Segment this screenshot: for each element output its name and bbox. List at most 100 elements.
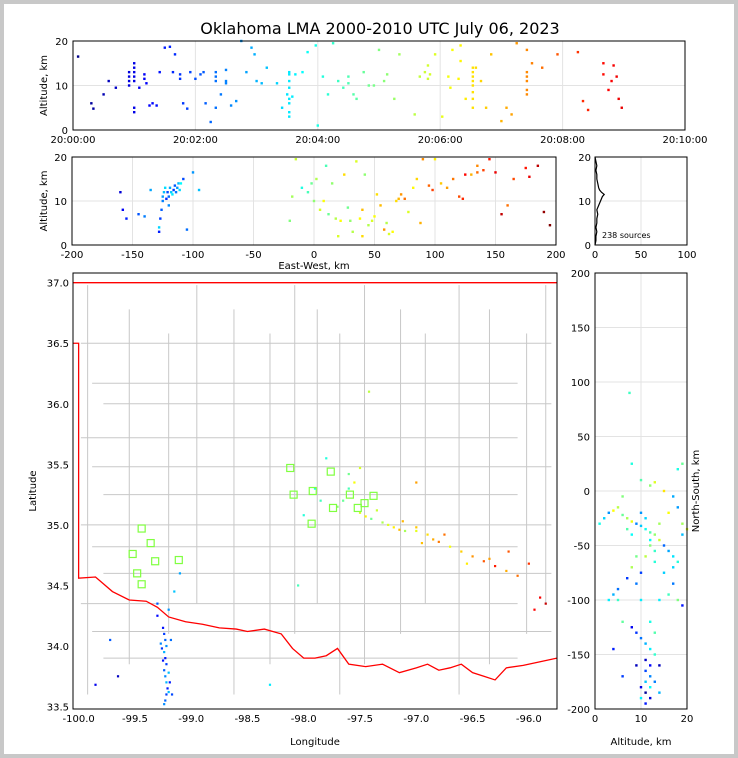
time-altitude-point (620, 106, 623, 109)
longitude-tick-label: -98.5 (235, 714, 261, 725)
longitude-tick-label: -96.5 (460, 714, 486, 725)
time-altitude-point (602, 62, 605, 65)
plan-view-point (432, 538, 435, 541)
altitude-ns-point (681, 604, 684, 607)
plan-view-point (163, 669, 166, 672)
time-altitude-point (418, 75, 421, 78)
time-altitude-point (355, 97, 358, 101)
altitude-ns-point (676, 506, 679, 509)
plan-view-point (170, 693, 174, 696)
lma-station-marker (137, 580, 146, 589)
plan-view-point (415, 481, 418, 484)
ew-altitude-point (494, 171, 497, 174)
time-altitude-point (471, 90, 475, 94)
time-altitude-point (347, 82, 350, 85)
ew-altitude-point (137, 213, 140, 216)
time-altitude-point (459, 44, 462, 47)
ew-altitude-point (358, 217, 362, 220)
ew-altitude-point (506, 204, 509, 207)
altitude-ns-point (649, 696, 652, 700)
lma-station-marker (174, 555, 183, 565)
plan-view-point (161, 659, 165, 662)
ew-altitude-point (310, 182, 313, 185)
time-altitude-point (288, 115, 291, 118)
ew-altitude-point (415, 177, 419, 181)
time-altitude-point (133, 66, 136, 69)
time-altitude-point (127, 84, 131, 87)
plan-view-point (109, 638, 112, 642)
plan-view-point (465, 562, 469, 565)
altitude-ns-point (667, 549, 670, 553)
altitude-tick-label: 20 (55, 37, 68, 48)
chart-title: Oklahoma LMA 2000-2010 UTC July 06, 2023 (200, 19, 559, 38)
time-altitude-point (224, 79, 228, 83)
ew-altitude-point (419, 221, 422, 225)
altitude-ns-point (635, 631, 638, 634)
plan-view-point (493, 564, 497, 568)
ew-altitude-point (433, 158, 437, 161)
longitude-tick-label: -96.0 (516, 714, 542, 725)
altitude-ns-point (681, 522, 684, 525)
time-altitude-point (479, 79, 483, 83)
ew-altitude-point (168, 186, 172, 189)
altitude-ns-point (653, 481, 656, 484)
time-altitude-point (471, 97, 475, 101)
ew-altitude-point (306, 191, 310, 194)
plan-view-point (336, 505, 339, 508)
time-altitude-point (186, 107, 189, 110)
altitude-tick-label: 20 (54, 153, 67, 164)
altitude-ns-point (612, 509, 615, 512)
altitude-ns-point (672, 566, 675, 569)
time-altitude-point (114, 86, 118, 89)
time-altitude-point (265, 66, 268, 69)
longitude-tick-label: -99.0 (178, 714, 204, 725)
time-altitude-point (133, 70, 136, 74)
red-river-border (73, 342, 557, 681)
ew-altitude-point (121, 208, 125, 211)
altitude-ns-point (681, 462, 684, 465)
altitude-tick-label: 10 (55, 82, 68, 93)
altitude-ns-point (676, 560, 679, 564)
time-altitude-point (168, 45, 172, 48)
time-altitude-point (189, 70, 192, 74)
time-altitude-point (441, 115, 444, 118)
ew-altitude-point (312, 199, 316, 203)
plan-view-point (302, 514, 305, 517)
time-altitude-point (602, 73, 605, 76)
time-altitude-point (525, 88, 529, 92)
plan-view-point (164, 699, 167, 702)
altitude-tick-label: 0 (62, 126, 68, 137)
ew-tick-label: 100 (425, 250, 444, 261)
ew-altitude-point (173, 184, 177, 187)
altitude-ns-point (626, 517, 629, 520)
plan-view-point (392, 526, 395, 529)
altitude-ns-point (612, 593, 615, 596)
lma-station-marker (353, 503, 362, 513)
altitude-ns-point (644, 642, 647, 645)
time-altitude-point (451, 48, 454, 52)
time-altitude-point (423, 70, 427, 74)
time-altitude-point (291, 95, 294, 98)
plan-view-point (166, 687, 169, 690)
time-altitude-point (500, 119, 503, 123)
time-altitude-point (314, 44, 317, 47)
time-altitude-point (260, 82, 263, 85)
ew-altitude-point (542, 210, 546, 214)
time-altitude-point (471, 79, 475, 83)
ew-altitude-point (431, 188, 434, 192)
time-altitude-point (178, 77, 182, 81)
ew-altitude-point (391, 230, 394, 233)
time-altitude-point (127, 70, 131, 74)
plan-view-point (448, 545, 452, 548)
altitude-ns-point (639, 571, 643, 574)
plan-view-point (173, 590, 176, 593)
ew-tick-label: 150 (486, 250, 505, 261)
time-altitude-point (525, 79, 529, 83)
altitude-ns-point (672, 582, 675, 585)
time-altitude-point (178, 73, 182, 76)
altitude-ns-point (630, 533, 633, 536)
time-altitude-point (449, 86, 452, 89)
altitude-ns-point (603, 517, 606, 520)
longitude-label: Longitude (290, 737, 340, 748)
time-altitude-point (171, 70, 175, 74)
